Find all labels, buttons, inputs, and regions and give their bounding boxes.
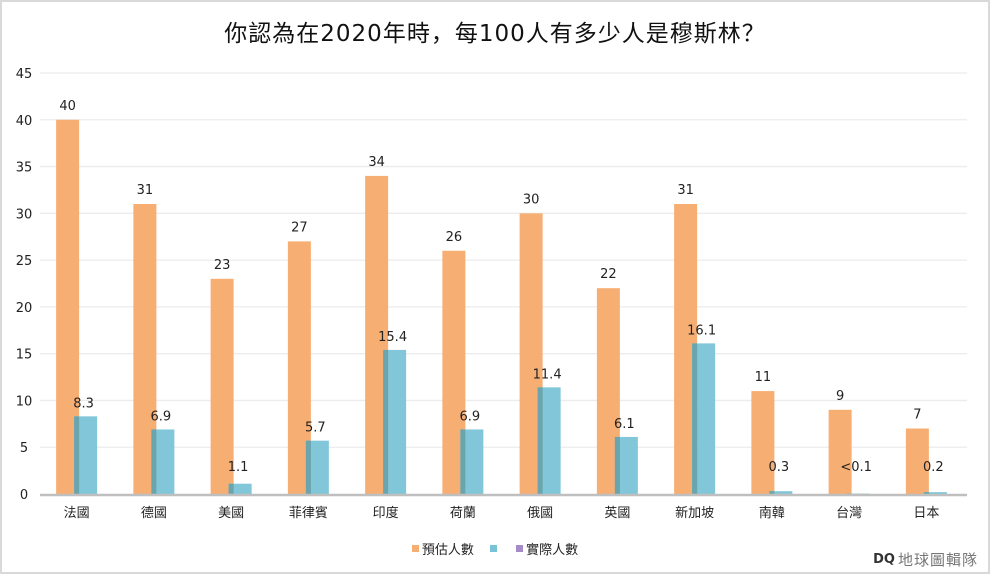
watermark: DQ 地球圖輯隊: [873, 549, 978, 570]
data-label-actual: 5.7: [305, 421, 326, 436]
chart-title: 你認為在2020年時，每100人有多少人是穆斯林？: [224, 21, 766, 47]
data-label-actual: 1.1: [228, 460, 249, 475]
data-label-actual: 6.9: [151, 409, 172, 424]
bar-actual: [305, 440, 329, 494]
bar-actual: [537, 387, 561, 494]
y-tick-label: 45: [16, 67, 33, 82]
bar-estimated: [828, 409, 852, 494]
bar-actual: [228, 483, 252, 494]
bar-estimated: [442, 250, 466, 494]
bar-estimated: [674, 203, 698, 494]
bar-overlap: [692, 343, 698, 494]
gridlines: [40, 72, 967, 448]
y-axis-ticks: 0 5 10 15 20 25 30 35 40 45: [16, 67, 33, 503]
bar-estimated: [365, 175, 389, 494]
bar-overlap: [537, 387, 543, 494]
bar-estimated: [287, 241, 311, 494]
data-label-actual: 11.4: [533, 367, 562, 382]
y-tick-label: 30: [16, 207, 33, 222]
data-label-actual: 0.3: [769, 460, 790, 475]
bar-estimated: [56, 119, 80, 495]
bar-estimated: [210, 278, 234, 494]
y-tick-label: 5: [20, 441, 28, 456]
legend-swatch-purple-icon: [516, 545, 524, 552]
data-labels: 40 8.3 31 6.9 23 1.1 27 5.7 34 15.4 26 6.9 30 11.4 22 6…: [59, 99, 943, 475]
x-category-label: 荷蘭: [450, 505, 476, 521]
data-label-estimated: 31: [137, 183, 154, 198]
data-label-actual: 15.4: [378, 330, 407, 345]
data-label-estimated: 31: [677, 183, 694, 198]
data-label-actual: 6.1: [614, 417, 635, 432]
y-tick-label: 10: [16, 394, 33, 409]
x-category-label: 新加坡: [675, 505, 714, 521]
legend-label: 預估人數: [421, 543, 474, 558]
bar-overlap: [923, 492, 929, 494]
legend-label: 實際人數: [526, 543, 579, 558]
legend-swatch-orange-icon: [411, 545, 419, 552]
data-label-estimated: 11: [755, 370, 772, 385]
bar-overlap: [74, 416, 80, 494]
bar-actual: [769, 491, 793, 494]
data-label-actual: 6.9: [460, 409, 481, 424]
legend-item-blank: [490, 545, 500, 552]
data-label-estimated: 9: [836, 389, 844, 404]
bar-overlap: [614, 436, 620, 494]
legend: 預估人數 實際人數: [0, 539, 990, 558]
x-category-label: 美國: [218, 506, 244, 521]
bar-overlap: [383, 349, 389, 494]
bar-overlap: [151, 429, 157, 494]
bar-actual: [383, 349, 407, 494]
legend-swatch-blue-icon: [490, 545, 497, 552]
bar-overlap: [769, 491, 775, 494]
bar-estimated: [905, 428, 929, 494]
dq-logo-icon: DQ: [873, 552, 895, 567]
data-label-estimated: 27: [291, 220, 308, 235]
bar-estimated: [133, 203, 157, 494]
bars: [56, 119, 947, 496]
data-label-actual: 8.3: [73, 396, 94, 411]
x-axis-categories: 法國 德國 美國 菲律賓 印度 荷蘭 俄國 英國 新加坡 南韓 台灣 日本: [64, 505, 940, 521]
y-tick-label: 0: [20, 488, 28, 503]
watermark-text: 地球圖輯隊: [897, 551, 978, 569]
x-category-label: 菲律賓: [289, 505, 328, 521]
x-category-label: 南韓: [759, 505, 785, 521]
data-label-estimated: 30: [523, 192, 540, 207]
legend-item-estimated: 預估人數: [411, 539, 474, 558]
bar-actual: [692, 343, 716, 494]
y-tick-label: 20: [16, 301, 33, 316]
data-label-estimated: 26: [446, 230, 463, 245]
x-category-label: 印度: [373, 505, 399, 521]
data-label-actual: 0.2: [923, 460, 944, 475]
x-category-label: 台灣: [836, 506, 862, 521]
bar-actual: [151, 429, 175, 494]
x-category-label: 德國: [141, 506, 167, 521]
bar-actual: [614, 436, 638, 494]
bar-actual: [923, 492, 947, 494]
bar-overlap: [460, 429, 466, 494]
bar-actual: [460, 429, 484, 494]
bar-estimated: [751, 391, 775, 494]
y-tick-label: 15: [16, 348, 33, 363]
data-label-estimated: 34: [368, 155, 385, 170]
data-label-actual: 16.1: [687, 323, 716, 338]
data-label-estimated: 23: [214, 258, 231, 273]
x-category-label: 英國: [604, 506, 630, 521]
x-category-label: 俄國: [527, 506, 553, 521]
data-label-estimated: 40: [59, 99, 76, 114]
bar-actual: [74, 416, 98, 494]
x-category-label: 日本: [913, 506, 939, 521]
y-tick-label: 25: [16, 254, 33, 269]
bar-estimated: [519, 213, 543, 495]
data-label-actual: <0.1: [840, 460, 872, 475]
bar-estimated: [596, 288, 620, 494]
data-label-estimated: 22: [600, 267, 617, 282]
y-tick-label: 35: [16, 161, 33, 176]
bar-overlap: [305, 440, 311, 494]
y-tick-label: 40: [16, 114, 33, 129]
legend-item-actual: 實際人數: [516, 539, 578, 558]
x-category-label: 法國: [64, 506, 90, 521]
data-label-estimated: 7: [913, 408, 921, 423]
bar-overlap: [228, 483, 234, 494]
